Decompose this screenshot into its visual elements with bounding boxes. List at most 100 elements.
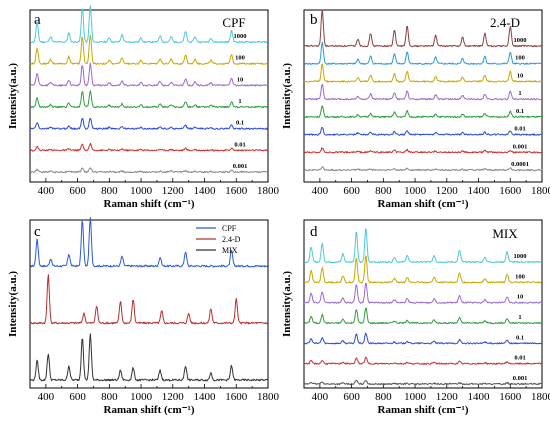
panel-letter: c xyxy=(34,224,41,240)
x-tick-label: 1200 xyxy=(162,391,185,403)
panel-letter: b xyxy=(310,12,318,28)
series-label: 10 xyxy=(517,294,524,301)
series-label: 10 xyxy=(237,76,244,83)
series-line-1000 xyxy=(303,228,543,264)
series-label: 1000 xyxy=(234,33,247,40)
series-line-0.01 xyxy=(29,142,269,152)
panel-a: 400 600 800 1000 1200 1400 1600 1800 Raman shift… xyxy=(7,5,280,210)
x-tick-label: 1000 xyxy=(130,391,153,403)
series-label: 0.01 xyxy=(514,126,525,133)
x-tick-label: 1200 xyxy=(162,185,185,197)
series-line-0.1 xyxy=(29,117,269,130)
series-line-10 xyxy=(29,62,269,87)
panel-c: 400 600 800 1000 1200 1400 1600 1800 Raman shift… xyxy=(7,217,280,416)
x-tick-label: 400 xyxy=(312,185,329,197)
x-tick-label: 1600 xyxy=(499,391,522,403)
x-tick-label: 1200 xyxy=(436,185,459,197)
x-tick-label: 600 xyxy=(343,391,360,403)
series-line-0.01 xyxy=(303,127,543,136)
x-tick-label: 400 xyxy=(312,391,329,403)
x-tick-label: 1400 xyxy=(194,391,217,403)
x-tick-label: 400 xyxy=(38,391,55,403)
x-tick-label: 800 xyxy=(101,185,118,197)
plot-frame xyxy=(303,219,543,389)
panel-d: 400 600 800 1000 1200 1400 1600 1800 Raman shift… xyxy=(281,219,550,416)
x-tick-label: 1800 xyxy=(531,185,550,197)
panel-title: MIX xyxy=(492,226,518,241)
x-tick-label: 600 xyxy=(69,391,86,403)
x-axis-title: Raman shift (cm⁻¹) xyxy=(104,404,195,416)
series-line-0.1 xyxy=(303,105,543,119)
x-tick-label: 600 xyxy=(69,185,86,197)
series-line-MIX xyxy=(29,333,269,382)
plot-frame xyxy=(29,219,269,389)
x-tick-label: 1400 xyxy=(468,391,491,403)
y-axis-title: Intensity(a.u.) xyxy=(7,63,19,129)
series-line-0.001 xyxy=(303,379,543,386)
y-axis-title: Intensity(a.u.) xyxy=(281,63,293,129)
legend-entry: CPF xyxy=(222,224,237,233)
series-line-0.01 xyxy=(303,356,543,365)
x-tick-label: 1800 xyxy=(257,391,280,403)
y-axis-title: Intensity(a.u.) xyxy=(7,271,19,337)
series-line-100 xyxy=(29,34,269,65)
x-tick-label: 400 xyxy=(38,185,55,197)
x-tick-label: 800 xyxy=(375,391,392,403)
panel-title: CPF xyxy=(222,15,245,30)
series-line-0.0001 xyxy=(304,166,543,172)
series-label: 1 xyxy=(238,98,241,105)
series-line-1 xyxy=(303,83,543,101)
series-label: 0.1 xyxy=(236,120,244,127)
series-label: 0.1 xyxy=(516,108,524,115)
series-label: 1 xyxy=(518,314,521,321)
x-axis-title: Raman shift (cm⁻¹) xyxy=(104,198,195,210)
series-line-10 xyxy=(303,282,543,304)
legend-entry: MIX xyxy=(222,246,238,255)
plot-frame xyxy=(303,9,543,183)
panel-letter: a xyxy=(34,12,41,28)
series-label: 100 xyxy=(515,55,525,62)
x-tick-label: 1400 xyxy=(468,185,491,197)
x-tick-label: 800 xyxy=(375,185,392,197)
series-label: 100 xyxy=(235,55,245,62)
panel-letter: d xyxy=(310,224,318,240)
series-line-1000 xyxy=(29,5,269,44)
legend-entry: 2.4-D xyxy=(222,235,241,244)
plot-frame xyxy=(29,9,269,183)
series-label: 0.01 xyxy=(234,141,245,148)
series-label: 0.001 xyxy=(513,375,528,382)
series-line-0.1 xyxy=(303,332,543,345)
series-label: 1 xyxy=(518,90,521,97)
x-tick-label: 1800 xyxy=(257,185,280,197)
x-tick-label: 1000 xyxy=(404,185,427,197)
panel-b: 400 600 800 1000 1200 1400 1600 1800 Raman shift… xyxy=(281,9,550,210)
series-line-0.001 xyxy=(29,167,269,174)
series-line-CPF xyxy=(29,217,269,268)
x-tick-label: 1000 xyxy=(130,185,153,197)
series-line-0.001 xyxy=(303,147,543,154)
series-label: 0.001 xyxy=(513,143,528,150)
series-label: 0.01 xyxy=(514,355,525,362)
x-tick-label: 1600 xyxy=(499,185,522,197)
series-line-1 xyxy=(29,90,268,109)
x-tick-label: 1000 xyxy=(404,391,427,403)
series-line-1000 xyxy=(303,9,543,48)
series-label: 10 xyxy=(517,72,524,79)
x-axis-title: Raman shift (cm⁻¹) xyxy=(378,198,469,210)
x-tick-label: 1600 xyxy=(225,185,248,197)
series-line-1 xyxy=(303,307,543,325)
series-line-100 xyxy=(303,41,543,65)
x-axis-title: Raman shift (cm⁻¹) xyxy=(378,404,469,416)
series-label: 1000 xyxy=(514,253,527,260)
series-line-10 xyxy=(303,63,543,83)
series-label: 1000 xyxy=(514,37,527,44)
x-tick-label: 800 xyxy=(101,391,118,403)
y-axis-title: Intensity(a.u.) xyxy=(281,271,293,337)
x-tick-label: 1600 xyxy=(225,391,248,403)
series-line-2.4-D xyxy=(29,274,269,325)
series-label: 0.1 xyxy=(516,334,524,341)
x-tick-label: 1400 xyxy=(194,185,217,197)
x-tick-label: 1800 xyxy=(531,391,550,403)
x-tick-label: 600 xyxy=(343,185,360,197)
